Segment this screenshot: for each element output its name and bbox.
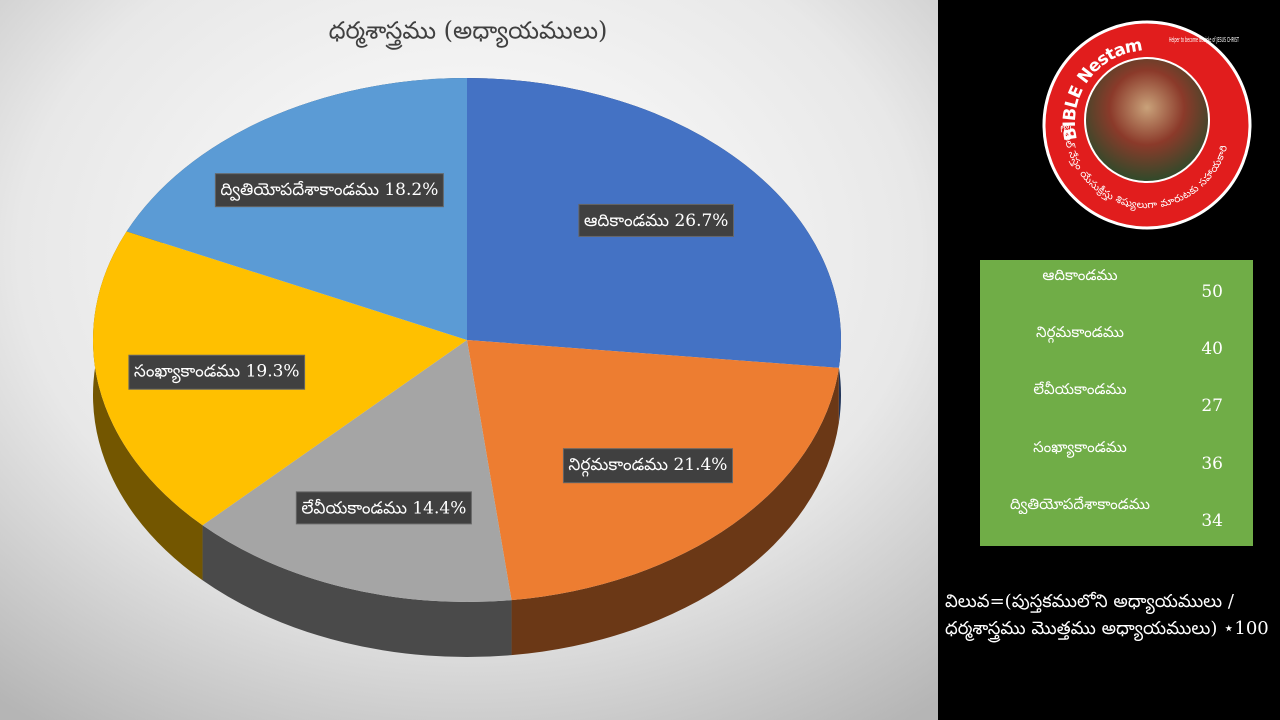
logo: BIBLE Nestam Helper to become disciple o…: [1042, 20, 1252, 230]
data-label-box: [214, 173, 444, 208]
table-value: 34: [1201, 510, 1223, 531]
category-label: సంఖ్యాకాండము: [134, 361, 240, 383]
data-label-box: [128, 354, 306, 390]
table-value: 50: [1201, 282, 1223, 302]
data-label: లేవీయకాండము 14.4%: [295, 491, 472, 525]
formula-note: విలువ=(పుస్తకములోని అధ్యాయములు / ధర్మశాస…: [945, 591, 1269, 639]
pie-side: [202, 525, 512, 657]
pie-side: [93, 231, 203, 581]
data-label-box: [562, 448, 733, 484]
data-label: సంఖ్యాకాండము 19.3%: [128, 354, 306, 390]
table-value: 36: [1201, 453, 1223, 474]
table-value: 40: [1201, 339, 1223, 360]
category-label: ద్వితియోపదేశాకాండము: [220, 180, 379, 201]
table-row: ద్వితియోపదేశాకాండము 34: [980, 489, 1253, 546]
category-label: లేవీయకాండము: [301, 498, 407, 518]
data-table: ఆదికాండము 50 నిర్గమకాండము 40 లేవీయకాండము 27 సం…: [980, 260, 1253, 546]
value-label: 19.3%: [246, 361, 300, 381]
data-label-text: ఆదికాండము 26.7%: [584, 210, 729, 230]
data-label: ఆదికాండము 26.7%: [578, 203, 734, 237]
table-name: లేవీయకాండము: [1033, 380, 1127, 399]
value-label: 26.7%: [674, 210, 728, 230]
chart: ధర్మశాస్త్రము (అధ్యాయములు) ఆదికాండము 26.…: [0, 0, 938, 720]
table-row: ఆదికాండము 50: [980, 260, 1253, 317]
value-label: 21.4%: [673, 455, 727, 475]
table-row: నిర్గమకాండము 40: [980, 317, 1253, 374]
data-label-box: [295, 491, 472, 525]
table-name: సంఖ్యాకాండము: [1033, 437, 1127, 456]
data-label-box: [578, 203, 734, 237]
table-value: 27: [1201, 396, 1223, 417]
pie-slice: [126, 78, 468, 340]
data-label-text: సంఖ్యాకాండము 19.3%: [134, 361, 300, 383]
data-label-text: ద్వితియోపదేశాకాండము 18.2%: [220, 180, 438, 201]
category-label: నిర్గమకాండము: [568, 455, 668, 477]
table-name: ద్వితియోపదేశాకాండము: [1010, 494, 1150, 513]
pie-side: [511, 367, 839, 656]
logo-image: [1084, 57, 1210, 183]
data-label: ద్వితియోపదేశాకాండము 18.2%: [214, 173, 444, 208]
table-name: ఆదికాండము: [1042, 266, 1118, 284]
table-row: సంఖ్యాకాండము 36: [980, 432, 1253, 489]
table-name: నిర్గమకాండము: [1036, 323, 1124, 342]
data-label-text: నిర్గమకాండము 21.4%: [568, 455, 727, 477]
logo-tagline: Helper to become disciple of JESUS CHRIS…: [1169, 36, 1239, 44]
data-label: నిర్గమకాండము 21.4%: [562, 448, 733, 484]
value-label: 14.4%: [412, 498, 466, 518]
data-label-text: లేవీయకాండము 14.4%: [301, 498, 466, 518]
labels: ఆదికాండము 26.7% నిర్గమకాండము 21.4% లేవీయకా…: [128, 173, 734, 525]
table-row: లేవీయకాండము 27: [980, 374, 1253, 431]
value-label: 18.2%: [384, 180, 438, 200]
pie-slice: [202, 340, 512, 602]
category-label: ఆదికాండము: [584, 210, 669, 230]
